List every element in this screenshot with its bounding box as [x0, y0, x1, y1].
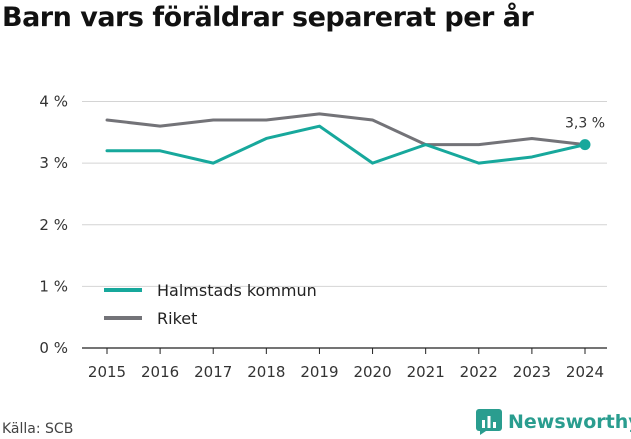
x-tick-label: 2022: [460, 363, 498, 381]
legend-label: Riket: [157, 309, 197, 328]
x-tick-label: 2017: [194, 363, 232, 381]
x-tick-label: 2018: [247, 363, 285, 381]
y-tick-label: 3 %: [39, 154, 68, 172]
bar-chart-logo-icon: [476, 409, 502, 435]
x-tick-label: 2019: [300, 363, 338, 381]
series-line-halmstads-kommun: [105, 124, 587, 165]
x-tick-label: 2020: [353, 363, 391, 381]
source-note: Källa: SCB: [2, 421, 74, 437]
x-tick-label: 2023: [513, 363, 551, 381]
brand-name: Newsworthy: [508, 411, 631, 433]
brand-logo: Newsworthy: [476, 409, 631, 435]
x-tick-label: 2024: [566, 363, 604, 381]
x-tick-label: 2015: [88, 363, 126, 381]
y-tick-label: 0 %: [39, 339, 68, 357]
y-tick-label: 4 %: [39, 93, 68, 111]
series-line-riket: [105, 112, 587, 147]
y-tick-label: 1 %: [39, 277, 68, 295]
x-tick-label: 2016: [141, 363, 179, 381]
end-point-label: 3,3 %: [565, 116, 605, 132]
chart-title: Barn vars föräldrar separerat per år: [2, 2, 534, 33]
legend-label: Halmstads kommun: [157, 281, 317, 300]
y-tick-label: 2 %: [39, 216, 68, 234]
x-tick-label: 2021: [407, 363, 445, 381]
end-point-marker: [579, 139, 591, 151]
